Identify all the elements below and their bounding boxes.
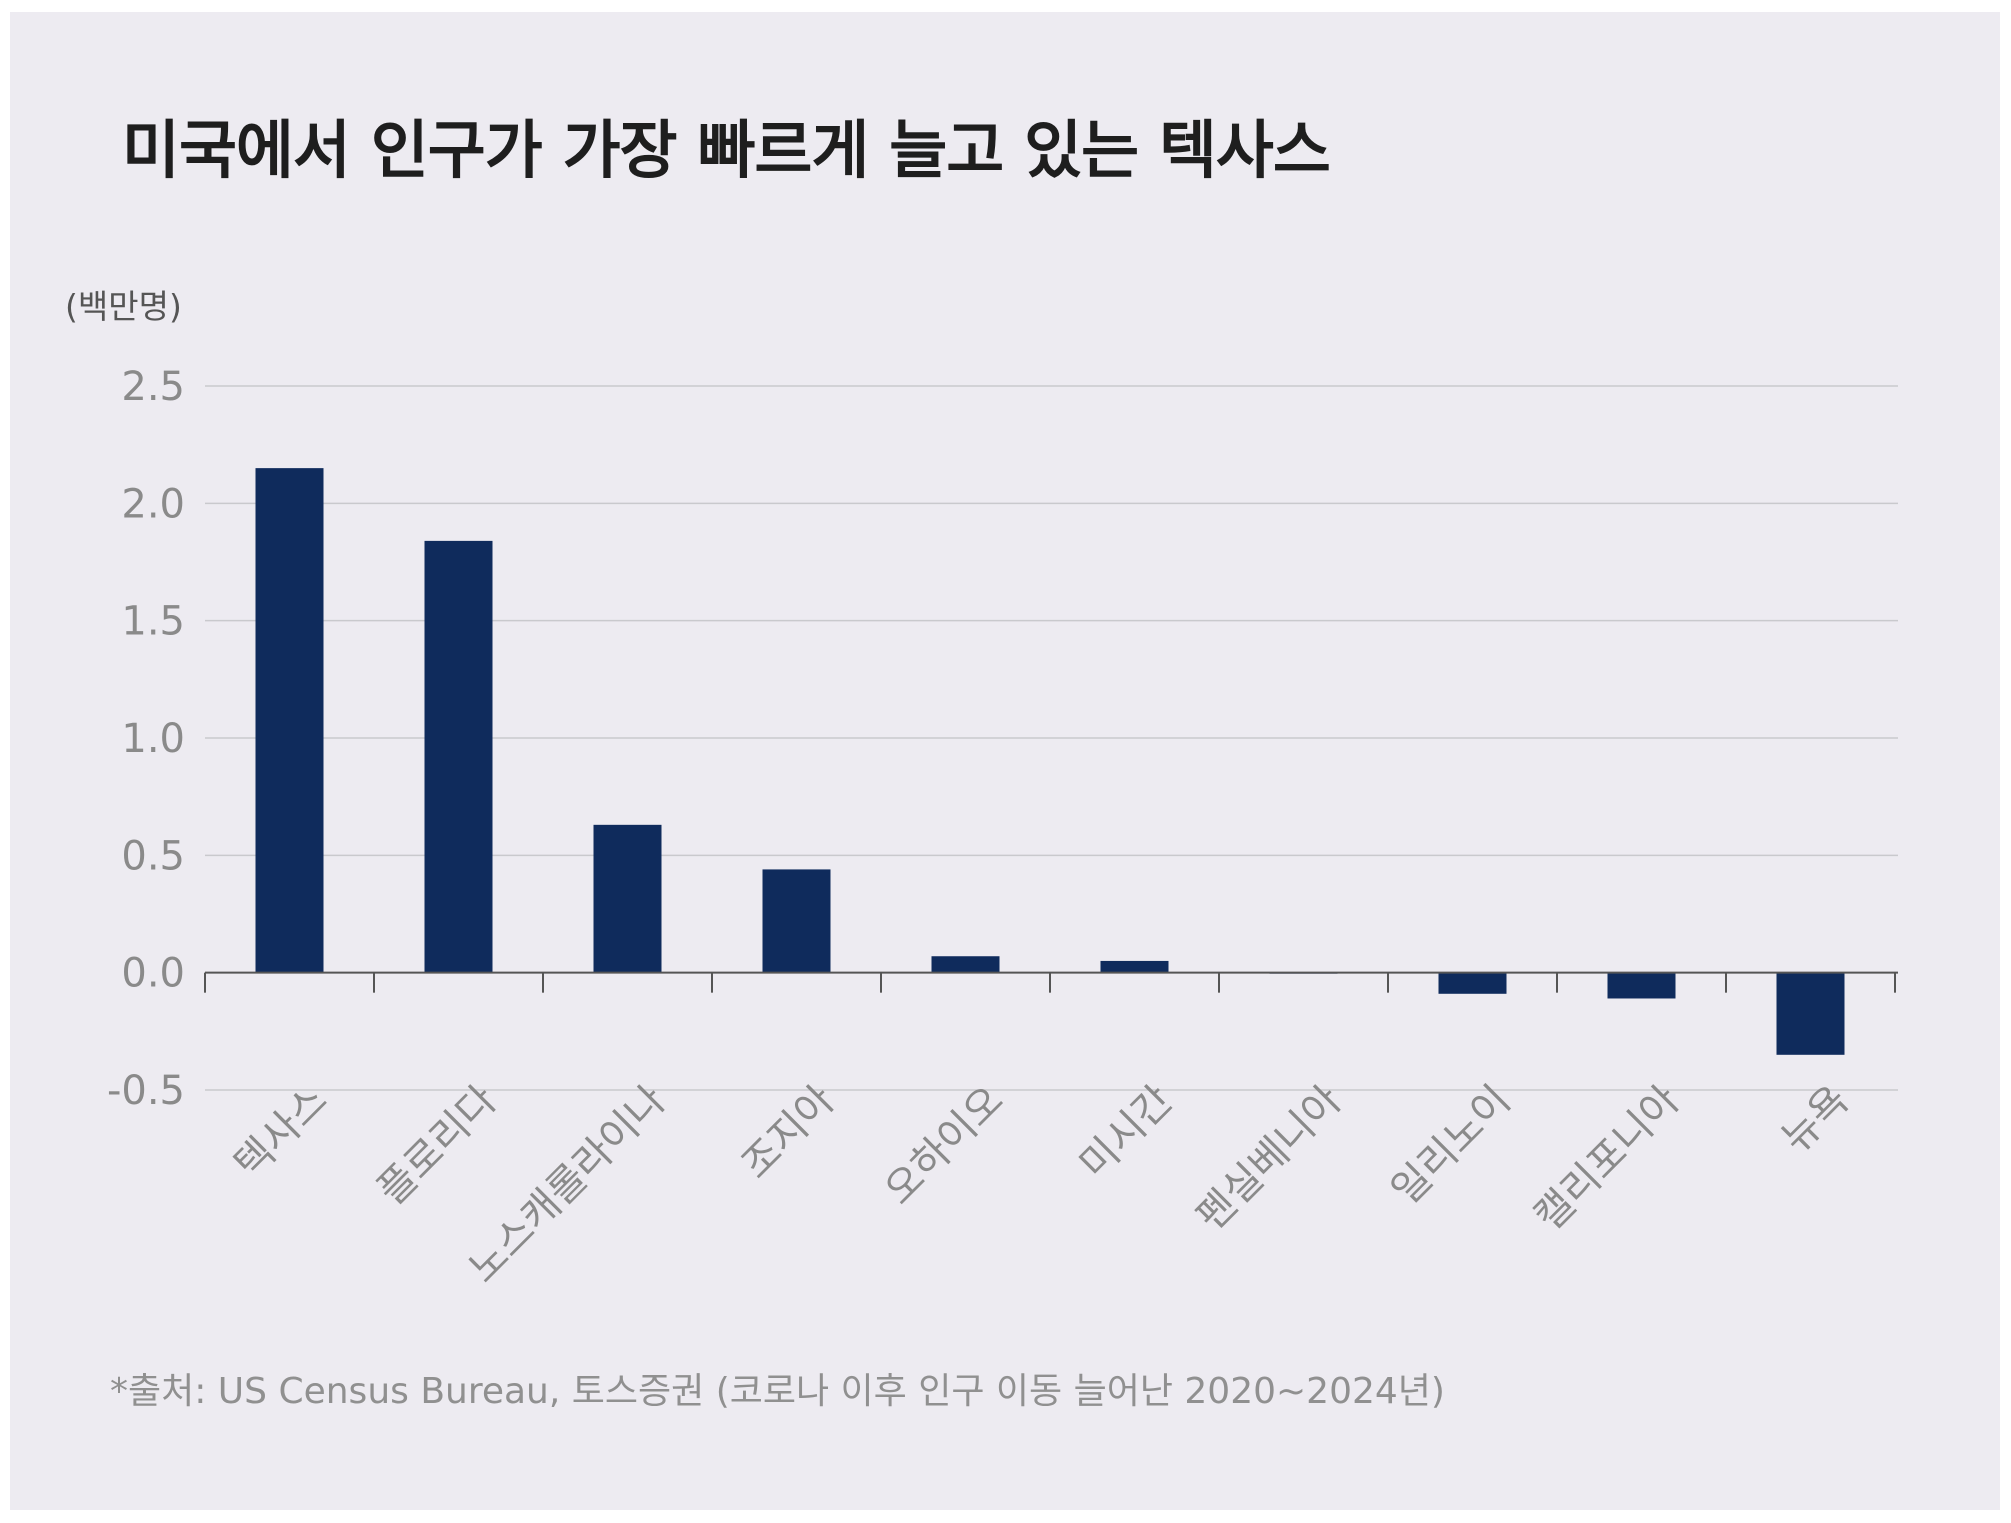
x-tick-label: 펜실베니아 [1188, 1077, 1351, 1240]
y-tick-label: 1.0 [121, 716, 185, 762]
x-tick-label: 캘리포니아 [1526, 1077, 1689, 1240]
bar [931, 956, 1000, 973]
bar [762, 869, 831, 973]
x-tick-label: 텍사스 [226, 1077, 337, 1188]
y-tick-label: 2.5 [121, 364, 185, 410]
chart-title: 미국에서 인구가 가장 빠르게 늘고 있는 텍사스 [122, 114, 1331, 187]
bar [1607, 972, 1676, 999]
x-tick-label: 오하이오 [876, 1077, 1013, 1214]
y-tick-label: 2.0 [121, 481, 185, 527]
bar [1438, 972, 1507, 994]
x-tick-label: 조지아 [733, 1077, 844, 1188]
x-tick-label: 일리노이 [1383, 1077, 1520, 1214]
x-axis [204, 971, 1898, 993]
y-tick-label: 0.0 [121, 951, 185, 997]
bar [1776, 972, 1845, 1055]
bar [593, 824, 662, 973]
y-tick-label: 1.5 [121, 599, 185, 645]
bar [1100, 960, 1169, 973]
x-tick-label: 미시간 [1071, 1077, 1182, 1188]
bars [255, 468, 1845, 1055]
chart-panel [10, 12, 2000, 1510]
source-note: *출처: US Census Bureau, 토스증권 (코로나 이후 인구 이… [110, 1371, 1445, 1412]
y-tick-label: -0.5 [107, 1068, 185, 1114]
x-tick-label: 플로리다 [369, 1077, 506, 1214]
y-tick-label: 0.5 [121, 833, 185, 879]
y-unit-label: (백만명) [65, 287, 182, 326]
y-tick-labels: 2.5 2.0 1.5 1.0 0.5 0.0 -0.5 [107, 364, 185, 1114]
bar [255, 468, 324, 973]
bar [424, 540, 493, 973]
